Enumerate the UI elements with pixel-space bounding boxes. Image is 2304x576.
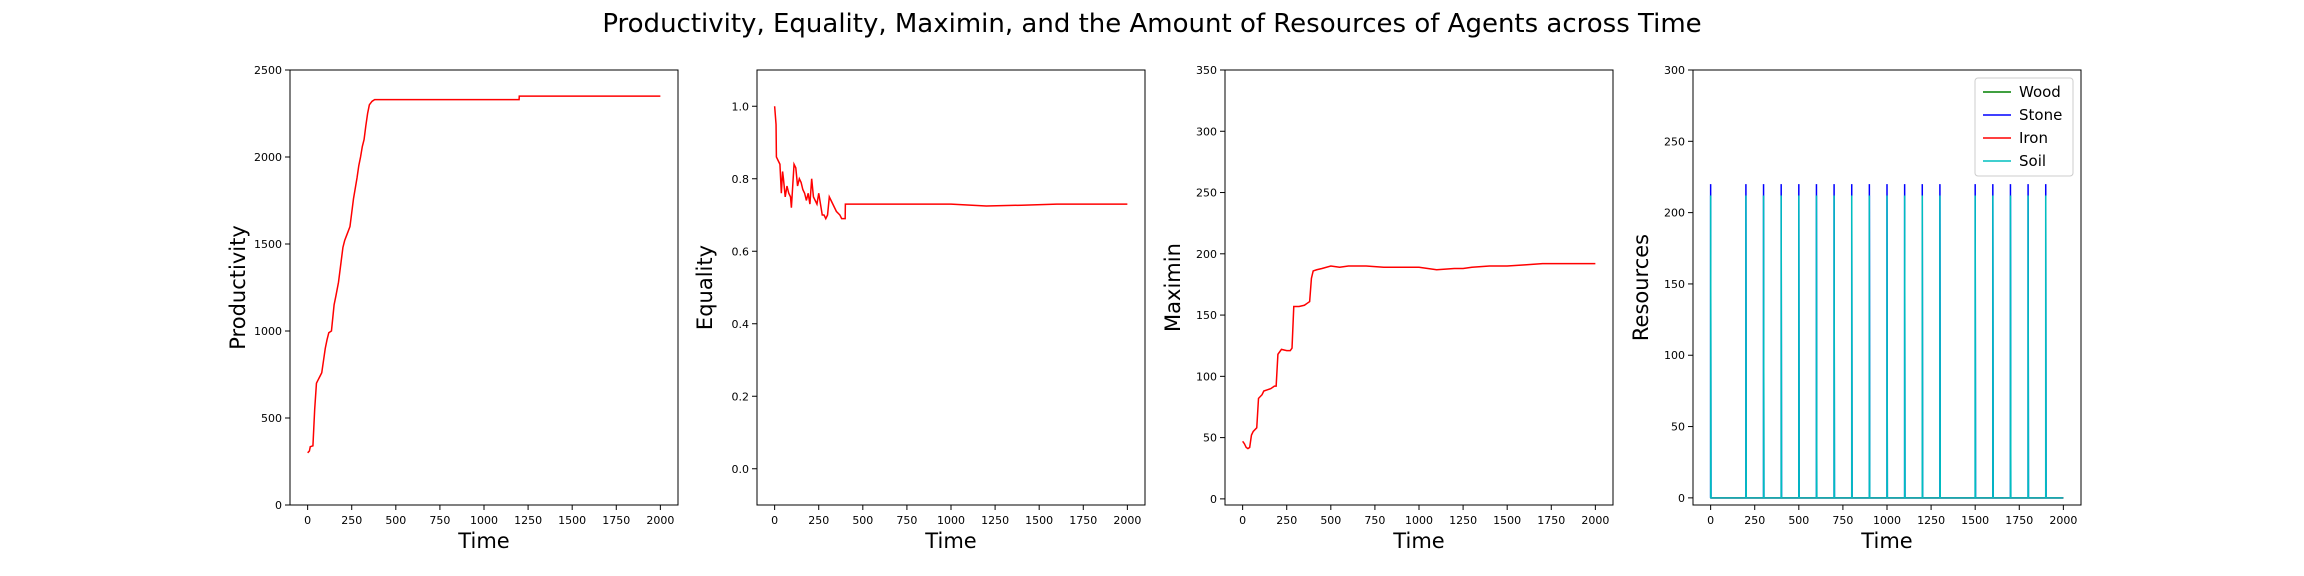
- y-axis-label: Equality: [693, 245, 717, 330]
- x-tick-label: 1500: [1961, 514, 1989, 527]
- y-tick-label: 0.2: [732, 390, 750, 403]
- x-tick-label: 1500: [558, 514, 586, 527]
- x-axis-label: Time: [1392, 529, 1444, 553]
- x-tick-label: 250: [1276, 514, 1297, 527]
- x-tick-label: 2000: [646, 514, 674, 527]
- y-tick-label: 250: [1196, 187, 1217, 200]
- y-tick-label: 0.8: [732, 173, 750, 186]
- y-tick-label: 200: [1664, 207, 1685, 220]
- x-tick-label: 500: [385, 514, 406, 527]
- axes-frame: [1224, 69, 1614, 506]
- chart-panel-1: 0 250 500 750 1000 1250 1500 1750 2000 0 500 1000 15…: [226, 64, 679, 553]
- x-tick-label: 1250: [514, 514, 542, 527]
- y-tick-label: 200: [1196, 248, 1217, 261]
- x-tick-label: 500: [1788, 514, 1809, 527]
- y-tick-label: 1500: [254, 238, 282, 251]
- y-tick-label: 0.4: [732, 318, 750, 331]
- x-tick-label: 250: [341, 514, 362, 527]
- x-tick-label: 750: [896, 514, 917, 527]
- chart-panel-3: 0 250 500 750 1000 1250 1500 1750 2000 0 50 100 150 2…: [1161, 64, 1614, 553]
- x-tick-label: 0: [771, 514, 778, 527]
- y-tick-label: 0: [1210, 493, 1217, 506]
- x-tick-label: 1750: [2005, 514, 2033, 527]
- y-tick-label: 0.0: [732, 463, 750, 476]
- series-line-soil: [1709, 195, 2064, 499]
- y-tick-label: 0.6: [732, 245, 750, 258]
- x-tick-label: 1500: [1025, 514, 1053, 527]
- y-axis-label: Resources: [1629, 234, 1653, 341]
- series-line: [773, 106, 1128, 221]
- y-tick-label: 2000: [254, 151, 282, 164]
- x-tick-label: 1500: [1493, 514, 1521, 527]
- x-tick-label: 750: [1832, 514, 1853, 527]
- y-tick-label: 2500: [254, 64, 282, 77]
- y-tick-label: 350: [1196, 64, 1217, 77]
- y-axis-label: Maximin: [1161, 243, 1185, 332]
- x-tick-label: 500: [1320, 514, 1341, 527]
- x-tick-label: 1250: [981, 514, 1009, 527]
- legend-label-soil: Soil: [2019, 152, 2046, 170]
- series-line: [307, 95, 661, 454]
- legend-label-stone: Stone: [2019, 106, 2062, 124]
- y-tick-label: 500: [261, 412, 282, 425]
- x-tick-label: 1250: [1917, 514, 1945, 527]
- x-tick-label: 1250: [1449, 514, 1477, 527]
- x-tick-label: 1750: [1069, 514, 1097, 527]
- x-tick-label: 1000: [937, 514, 965, 527]
- y-axis-label: Productivity: [226, 225, 250, 350]
- y-tick-label: 150: [1664, 278, 1685, 291]
- x-tick-label: 0: [1239, 514, 1246, 527]
- x-tick-label: 250: [808, 514, 829, 527]
- y-tick-label: 150: [1196, 309, 1217, 322]
- x-tick-label: 0: [1707, 514, 1714, 527]
- x-tick-label: 2000: [1113, 514, 1141, 527]
- panels: 0 250 500 750 1000 1250 1500 1750 20000500100015…: [226, 64, 2082, 553]
- x-tick-label: 750: [1364, 514, 1385, 527]
- x-tick-label: 750: [429, 514, 450, 527]
- axes-frame: [756, 69, 1146, 506]
- x-tick-label: 1750: [602, 514, 630, 527]
- x-tick-label: 1000: [470, 514, 498, 527]
- figure-title: Productivity, Equality, Maximin, and the…: [602, 9, 1701, 39]
- x-tick-label: 0: [304, 514, 311, 527]
- y-tick-label: 1000: [254, 325, 282, 338]
- chart-panel-2: 0 250 500 750 1000 1250 1500 1750 2000 0.0 0.2 0.4 0…: [693, 69, 1146, 553]
- y-tick-label: 0: [275, 499, 282, 512]
- y-tick-label: 50: [1203, 432, 1217, 445]
- legend: Wood Stone Iron Soil: [1974, 77, 2074, 177]
- series-line: [1242, 262, 1596, 450]
- chart-panel-4: 0 250 500 750 1000 1250 1500 1750 2000 0 50 100 150 2…: [1629, 64, 2082, 553]
- y-tick-label: 1.0: [732, 100, 750, 113]
- legend-label-iron: Iron: [2019, 129, 2048, 147]
- x-tick-label: 500: [852, 514, 873, 527]
- y-tick-label: 300: [1196, 125, 1217, 138]
- x-tick-label: 1000: [1405, 514, 1433, 527]
- legend-label-wood: Wood: [2019, 83, 2061, 101]
- y-tick-label: 250: [1664, 135, 1685, 148]
- x-axis-label: Time: [457, 529, 509, 553]
- legend-box: [1974, 77, 2074, 177]
- x-tick-label: 1750: [1537, 514, 1565, 527]
- y-tick-label: 100: [1196, 370, 1217, 383]
- axes-frame: [289, 69, 679, 506]
- y-tick-label: 0: [1678, 492, 1685, 505]
- x-tick-label: 250: [1744, 514, 1765, 527]
- x-tick-label: 2000: [2049, 514, 2077, 527]
- x-tick-label: 2000: [1581, 514, 1609, 527]
- x-tick-label: 1000: [1873, 514, 1901, 527]
- x-axis-label: Time: [924, 529, 976, 553]
- x-axis-label: Time: [1860, 529, 1912, 553]
- y-tick-label: 100: [1664, 349, 1685, 362]
- y-tick-label: 50: [1671, 421, 1685, 434]
- y-tick-label: 300: [1664, 64, 1685, 77]
